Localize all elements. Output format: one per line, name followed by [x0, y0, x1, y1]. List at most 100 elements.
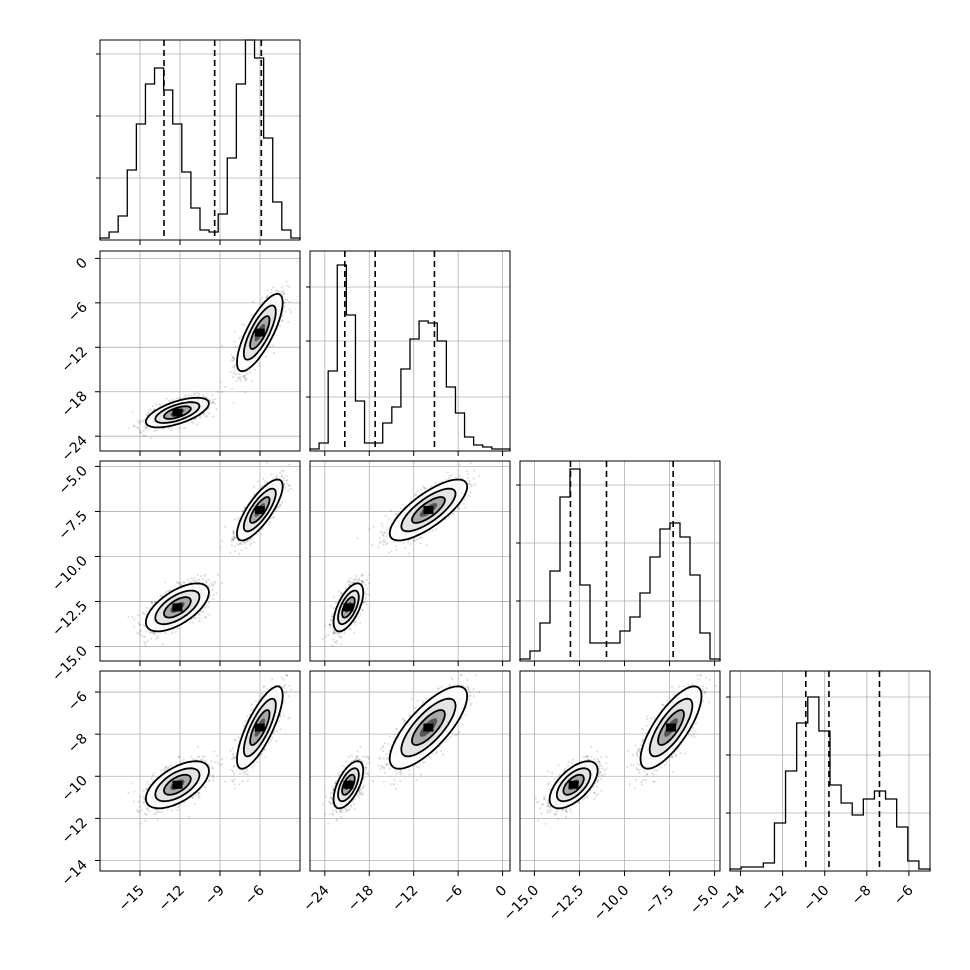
scatter-point	[193, 392, 196, 395]
scatter-point	[414, 539, 417, 542]
scatter-point	[183, 395, 186, 399]
scatter-point	[467, 476, 470, 480]
scatter-point	[246, 539, 249, 543]
density-peak	[172, 603, 183, 612]
scatter-point	[249, 542, 252, 545]
scatter-point	[231, 531, 234, 534]
scatter-point	[366, 587, 369, 590]
scatter-point	[155, 638, 158, 641]
scatter-point	[237, 519, 240, 522]
scatter-point	[390, 509, 393, 512]
scatter-point	[348, 581, 351, 584]
density-peak	[254, 505, 265, 514]
scatter-point	[349, 577, 352, 580]
scatter-point	[353, 581, 356, 584]
scatter-point	[331, 644, 334, 647]
scatter-point	[245, 377, 248, 381]
scatter-point	[232, 530, 236, 533]
scatter-point	[387, 551, 391, 554]
scatter-point	[353, 578, 356, 581]
scatter-point	[280, 474, 284, 477]
grid	[310, 251, 510, 451]
scatter-point	[281, 314, 284, 318]
scatter-point	[174, 631, 177, 634]
scatter-point	[171, 631, 174, 634]
scatter-point	[238, 552, 241, 555]
scatter-point	[253, 541, 256, 544]
scatter-point	[327, 623, 331, 626]
scatter-point	[179, 397, 182, 400]
density-contours	[145, 478, 284, 633]
scatter-point	[418, 536, 421, 539]
scatter-point	[202, 412, 206, 415]
scatter-point	[205, 396, 209, 399]
panel-frame	[99, 39, 301, 241]
y-tick-label: −12	[59, 344, 91, 376]
scatter-point	[361, 608, 364, 612]
scatter-point	[138, 422, 141, 425]
scatter-point	[201, 610, 204, 613]
scatter-point	[469, 461, 473, 465]
scatter-point	[212, 398, 215, 401]
scatter-point	[202, 610, 205, 613]
scatter-point	[280, 469, 284, 472]
scatter-point	[467, 473, 470, 476]
scatter-point	[156, 429, 159, 432]
scatter-point	[365, 602, 368, 605]
scatter-point	[230, 359, 233, 362]
scatter-point	[210, 581, 213, 584]
scatter-point	[285, 474, 288, 478]
scatter-point	[194, 617, 197, 620]
scatter-point	[329, 626, 332, 629]
scatter-point	[156, 635, 159, 638]
scatter-point	[286, 482, 289, 485]
scatter-point	[149, 437, 153, 440]
scatter-point	[290, 487, 293, 490]
scatter-point	[235, 379, 238, 382]
grid	[100, 251, 300, 451]
scatter-point	[260, 297, 263, 300]
scatter-point	[360, 580, 364, 583]
scatter-point	[262, 477, 265, 480]
scatter-point	[281, 479, 285, 482]
scatter-point	[340, 592, 343, 595]
scatter-point	[279, 504, 282, 507]
scatter-point	[288, 308, 291, 311]
scatter-point	[243, 323, 246, 327]
scatter-point	[168, 589, 172, 592]
scatter-point	[330, 615, 333, 618]
scatter-point	[210, 401, 213, 404]
histogram-step	[99, 39, 301, 240]
scatter-point	[382, 533, 385, 537]
scatter-point	[207, 601, 211, 604]
scatter-point	[390, 549, 393, 553]
scatter-point	[206, 408, 210, 411]
scatter-point	[230, 540, 233, 543]
scatter-point	[145, 425, 148, 429]
scatter-point	[265, 296, 268, 299]
scatter-point	[230, 537, 233, 541]
scatter-point	[189, 581, 192, 584]
scatter-point	[211, 588, 214, 591]
scatter-point	[143, 635, 146, 639]
scatter-point	[220, 390, 224, 394]
scatter-point	[260, 484, 264, 488]
scatter-point	[148, 607, 151, 610]
scatter-point	[282, 289, 285, 292]
scatter-point	[154, 632, 157, 635]
scatter-point	[153, 430, 156, 433]
scatter-point	[208, 406, 211, 409]
scatter-point	[139, 431, 143, 434]
scatter-point	[182, 582, 186, 585]
scatter-point	[266, 461, 269, 465]
scatter-point	[151, 631, 155, 634]
scatter-point	[149, 631, 152, 635]
scatter-point	[332, 632, 335, 635]
scatter-point	[137, 614, 140, 617]
scatter-point	[464, 506, 467, 509]
scatter-point	[263, 480, 266, 483]
scatter-point	[469, 485, 472, 489]
scatter-point	[239, 379, 242, 382]
scatter-point	[212, 401, 215, 404]
scatter-point	[383, 531, 386, 534]
